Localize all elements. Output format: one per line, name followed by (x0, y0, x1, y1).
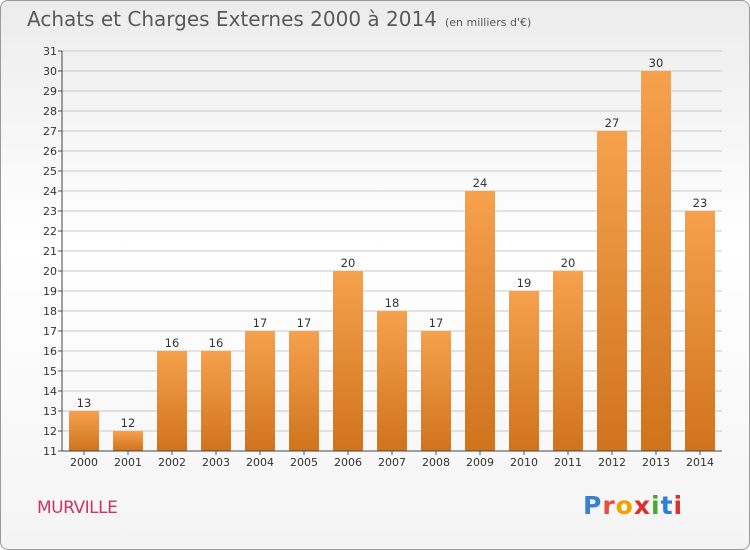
x-tick-label-2010: 2010 (510, 456, 538, 469)
y-tick-label: 12 (43, 425, 57, 438)
logo-letter: i (651, 491, 661, 520)
bar-2009 (465, 191, 495, 451)
data-label-2002: 16 (165, 336, 180, 350)
bar-layer: 13 12 16 16 17 17 20 18 17 24 19 20 27 30 23 (69, 56, 715, 451)
x-tick-label-2011: 2011 (554, 456, 582, 469)
y-tick-label: 13 (43, 405, 57, 418)
logo-letter: t (660, 491, 674, 520)
y-tick-label: 29 (43, 85, 57, 98)
x-tick-label-2004: 2004 (246, 456, 274, 469)
bar-2002 (157, 351, 187, 451)
data-label-2000: 13 (77, 396, 92, 410)
x-tick-label-2001: 2001 (114, 456, 142, 469)
logo-letter: i (673, 491, 684, 520)
data-label-2005: 17 (297, 316, 312, 330)
proxiti-logo[interactable]: Proxiti (583, 491, 683, 520)
logo-letter: r (602, 491, 616, 520)
x-tick-label-2000: 2000 (70, 456, 98, 469)
data-label-2003: 16 (209, 336, 224, 350)
y-tick-label: 23 (43, 205, 57, 218)
y-tick-label: 18 (43, 305, 57, 318)
data-label-2011: 20 (561, 256, 576, 270)
logo-letter: o (615, 491, 634, 520)
x-tick-label-2002: 2002 (158, 456, 186, 469)
x-tick-label-2005: 2005 (290, 456, 318, 469)
y-tick-label: 31 (43, 45, 57, 58)
chart-subtitle: (en milliers d'€) (444, 16, 532, 29)
logo-letter: x (633, 491, 651, 520)
chart-title-text: Achats et Charges Externes 2000 à 2014 (27, 7, 437, 31)
data-label-2001: 12 (121, 416, 136, 430)
data-label-2007: 18 (385, 296, 400, 310)
y-tick-label: 27 (43, 125, 57, 138)
bar-2014 (685, 211, 715, 451)
data-label-2010: 19 (517, 276, 532, 290)
y-tick-label: 20 (43, 265, 57, 278)
bar-2000 (69, 411, 99, 451)
bar-2013 (641, 71, 671, 451)
y-tick-label: 11 (43, 445, 57, 458)
bar-2010 (509, 291, 539, 451)
x-tick-label-2008: 2008 (422, 456, 450, 469)
y-tick-label: 24 (43, 185, 57, 198)
bar-2005 (289, 331, 319, 451)
y-tick-label: 26 (43, 145, 57, 158)
bar-2001 (113, 431, 143, 451)
y-tick-label: 28 (43, 105, 57, 118)
bar-2003 (201, 351, 231, 451)
logo-letter: P (583, 491, 603, 520)
y-tick-label: 16 (43, 345, 57, 358)
x-tick-label-2007: 2007 (378, 456, 406, 469)
y-tick-label: 30 (43, 65, 57, 78)
data-label-2009: 24 (473, 176, 488, 190)
x-tick-label-2013: 2013 (642, 456, 670, 469)
bar-2012 (597, 131, 627, 451)
axis-layer: 11 12 13 14 15 16 17 18 19 20 21 22 23 24 25 26 27 28 29 30… (43, 45, 722, 469)
x-tick-label-2006: 2006 (334, 456, 362, 469)
y-tick-label: 14 (43, 385, 57, 398)
bar-2006 (333, 271, 363, 451)
data-label-2014: 23 (693, 196, 708, 210)
y-tick-label: 22 (43, 225, 57, 238)
y-tick-label: 21 (43, 245, 57, 258)
bar-2004 (245, 331, 275, 451)
y-tick-label: 25 (43, 165, 57, 178)
x-tick-label-2012: 2012 (598, 456, 626, 469)
data-label-2012: 27 (605, 116, 620, 130)
data-label-2006: 20 (341, 256, 356, 270)
x-tick-label-2014: 2014 (686, 456, 714, 469)
data-label-2004: 17 (253, 316, 268, 330)
x-tick-label-2003: 2003 (202, 456, 230, 469)
y-tick-label: 19 (43, 285, 57, 298)
y-tick-label: 15 (43, 365, 57, 378)
chart-title: Achats et Charges Externes 2000 à 2014 (e… (27, 7, 531, 31)
commune-name: MURVILLE (37, 498, 118, 518)
x-tick-label-2009: 2009 (466, 456, 494, 469)
bar-2008 (421, 331, 451, 451)
bar-2007 (377, 311, 407, 451)
data-label-2013: 30 (649, 56, 664, 70)
data-label-2008: 17 (429, 316, 444, 330)
y-tick-label: 17 (43, 325, 57, 338)
bar-2011 (553, 271, 583, 451)
